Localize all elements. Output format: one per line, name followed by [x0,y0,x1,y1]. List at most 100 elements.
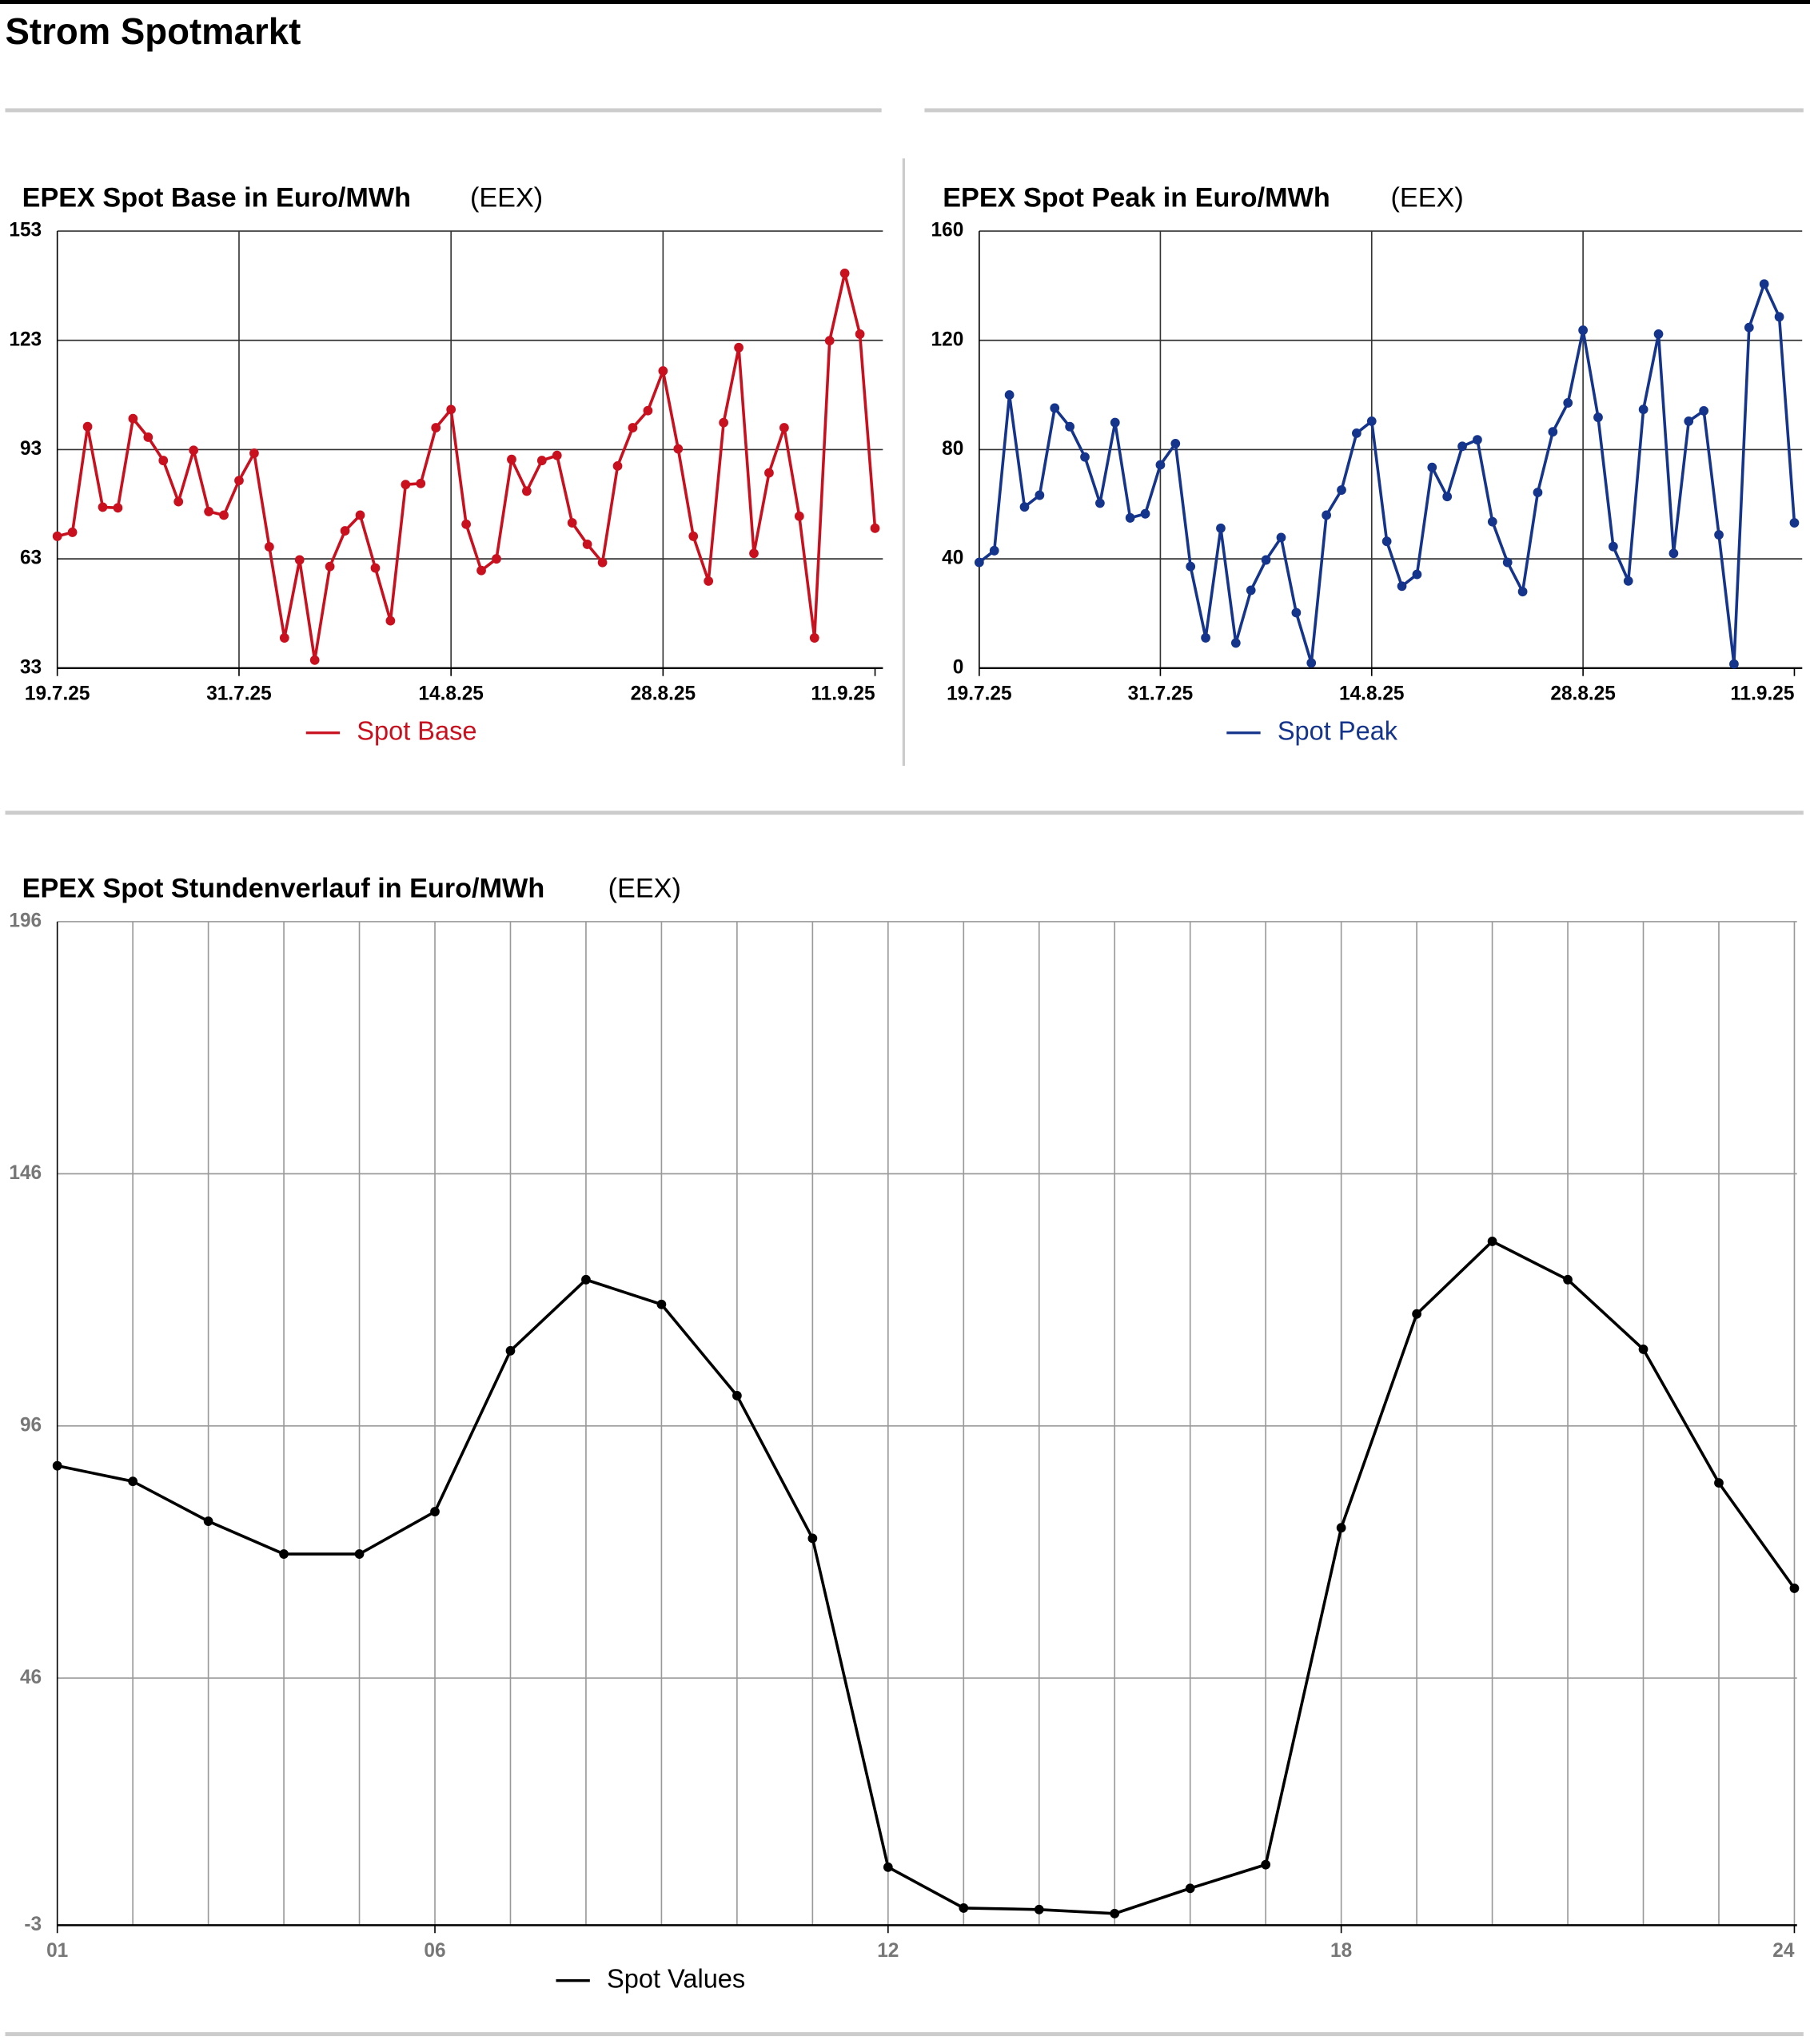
legend-label: Spot Base [357,715,476,745]
data-point [1246,585,1256,596]
data-point [1261,1859,1271,1870]
data-point [1035,490,1045,500]
x-tick-label: 28.8.25 [631,683,696,704]
chart-source: (EEX) [608,873,681,903]
legend-label: Spot Peak [1278,715,1398,745]
data-point [628,423,638,433]
data-point [52,1460,62,1471]
data-point [959,1903,969,1913]
data-point [1593,412,1603,423]
data-point [309,655,320,665]
data-point [1366,416,1377,426]
series-line [57,1240,1796,1915]
data-point [764,468,774,478]
data-point [219,510,229,520]
y-tick-label: 63 [20,548,42,569]
data-point [1759,279,1769,289]
y-tick-label: 96 [20,1414,42,1436]
data-point [1261,555,1271,565]
data-point [1789,518,1800,528]
x-tick-label: 31.7.25 [206,683,271,704]
y-tick-label: 46 [20,1667,42,1688]
data-point [1623,576,1633,586]
data-point [855,329,865,339]
data-point [416,478,426,488]
data-point [1291,608,1302,618]
data-point [732,1391,742,1401]
data-point [279,1549,289,1559]
data-point [1789,1583,1800,1593]
data-point [779,423,789,433]
x-tick-label: 14.8.25 [1339,683,1404,704]
series-line [978,282,1796,666]
data-point [719,417,728,428]
data-point [1427,462,1437,472]
data-point [1442,492,1453,502]
data-point [234,476,244,486]
data-point [1170,438,1181,448]
data-point [67,527,78,537]
data-point [1609,541,1618,552]
data-point [749,548,759,559]
data-point [1517,587,1528,597]
data-point [476,565,486,576]
data-point [1638,404,1649,415]
data-point [1125,512,1135,523]
x-tick-label: 12 [877,1940,899,1962]
data-point [249,448,259,458]
data-point [1155,460,1166,470]
data-point [1714,530,1724,540]
data-point [643,405,653,416]
data-point [1397,581,1407,592]
data-point [794,511,804,521]
x-tick-label: 28.8.25 [1550,683,1615,704]
data-point [658,366,668,376]
data-point [883,1862,893,1872]
data-point [1201,632,1210,643]
data-point [1457,441,1467,452]
data-point [204,506,213,516]
x-tick-label: 11.9.25 [1730,683,1794,704]
data-point [1412,1309,1421,1319]
data-point [446,404,456,415]
data-point [1487,516,1497,527]
data-point [612,460,623,471]
data-point [1004,390,1015,400]
data-point [143,432,153,442]
data-point [340,526,350,536]
data-point [461,519,471,529]
data-point [1019,502,1030,512]
data-point [505,1345,516,1356]
data-point [113,503,123,513]
data-point [1110,417,1120,428]
data-point [431,423,441,433]
data-point [597,557,608,568]
x-tick-label: 06 [424,1940,445,1962]
data-point [673,444,684,454]
data-point [430,1507,440,1516]
data-point [1487,1236,1497,1246]
x-tick-label: 19.7.25 [25,683,90,704]
y-tick-label: 146 [9,1162,42,1184]
data-point [294,555,305,565]
data-point [1744,322,1754,333]
data-point [492,554,501,564]
data-point [1337,485,1346,495]
data-point [1050,403,1060,413]
separator [924,108,1804,113]
data-point [1412,569,1422,580]
y-tick-label: 80 [942,438,963,460]
data-point [1502,557,1513,568]
data-point [1095,498,1105,508]
data-point [1230,638,1241,648]
series-line [57,272,877,662]
legend-label: Spot Values [607,1963,745,1993]
separator [5,108,882,113]
x-tick-label: 01 [46,1940,68,1962]
data-point [1065,421,1074,432]
data-point [1185,1883,1195,1894]
x-tick-label: 18 [1330,1940,1352,1962]
chart-title: EPEX Spot Base in Euro/MWh [22,182,411,213]
data-point [688,531,699,541]
data-point [1699,405,1709,416]
